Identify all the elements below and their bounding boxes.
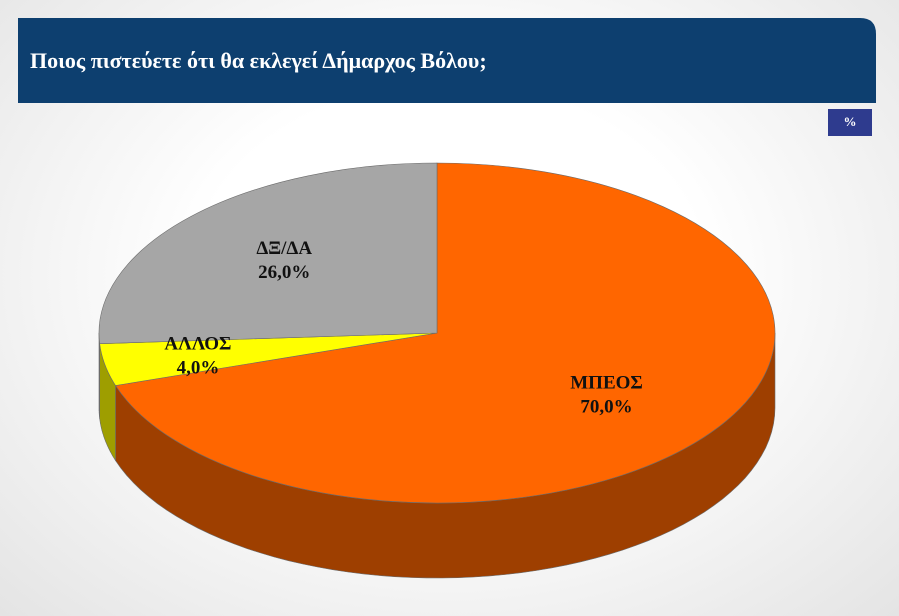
pie: ΜΠΕΟΣ 70,0% ΑΛΛΟΣ 4,0% ΔΞ/ΔΑ 26,0% xyxy=(98,162,776,579)
slice-label: ΑΛΛΟΣ xyxy=(164,333,231,354)
title-bar xyxy=(18,18,876,103)
slice-value-label: 70,0% xyxy=(580,396,632,417)
pie-slice xyxy=(98,162,438,344)
chart-title: Ποιος πιστεύετε ότι θα εκλεγεί Δήμαρχος … xyxy=(30,48,487,73)
slice-label: ΜΠΕΟΣ xyxy=(570,372,643,393)
slice-label: ΔΞ/ΔΑ xyxy=(256,238,312,259)
unit-label: % xyxy=(844,114,857,129)
slice-value-label: 4,0% xyxy=(177,357,220,378)
slice-side xyxy=(98,333,100,419)
unit-badge xyxy=(828,109,872,136)
pie-slice xyxy=(115,162,776,504)
slice-value-label: 26,0% xyxy=(258,262,310,283)
